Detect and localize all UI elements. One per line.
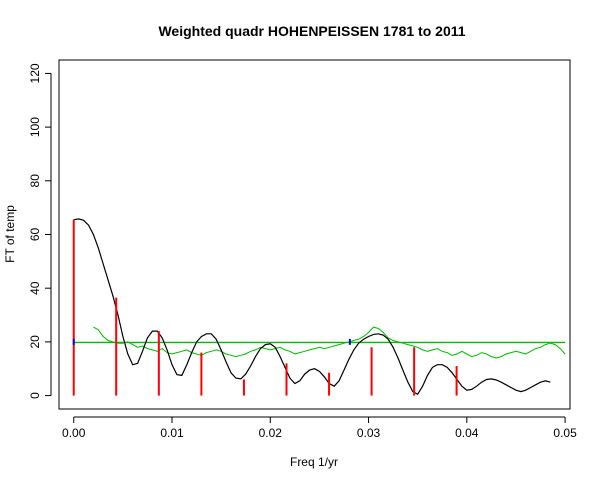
chart-title: Weighted quadr HOHENPEISSEN 1781 to 2011 [158, 23, 465, 39]
marker-point [72, 338, 75, 345]
x-tick-label: 0.00 [62, 426, 86, 440]
y-axis: 0 20 40 60 80 100 120 [28, 63, 52, 399]
y-tick-label: 60 [28, 228, 42, 242]
plot-frame [58, 59, 571, 410]
y-tick-label: 100 [28, 117, 42, 137]
plot-series-group [72, 218, 566, 396]
spectrum-series-line [73, 218, 551, 395]
noise-series-line [93, 326, 566, 359]
x-axis: 0.00 0.01 0.02 0.03 0.04 0.05 [62, 416, 577, 440]
y-tick-label: 120 [28, 63, 42, 83]
x-axis-label: Freq 1/yr [290, 455, 338, 469]
marker-point [348, 338, 351, 345]
plot-area [72, 218, 566, 396]
x-tick-label: 0.04 [455, 426, 479, 440]
x-tick-label: 0.05 [553, 426, 577, 440]
y-tick-label: 80 [28, 174, 42, 188]
y-tick-label: 0 [28, 392, 42, 399]
x-tick-label: 0.02 [259, 426, 283, 440]
y-axis-label: FT of temp [3, 205, 17, 263]
y-tick-label: 40 [28, 281, 42, 295]
x-tick-label: 0.03 [357, 426, 381, 440]
y-tick-label: 20 [28, 335, 42, 349]
x-tick-label: 0.01 [160, 426, 184, 440]
